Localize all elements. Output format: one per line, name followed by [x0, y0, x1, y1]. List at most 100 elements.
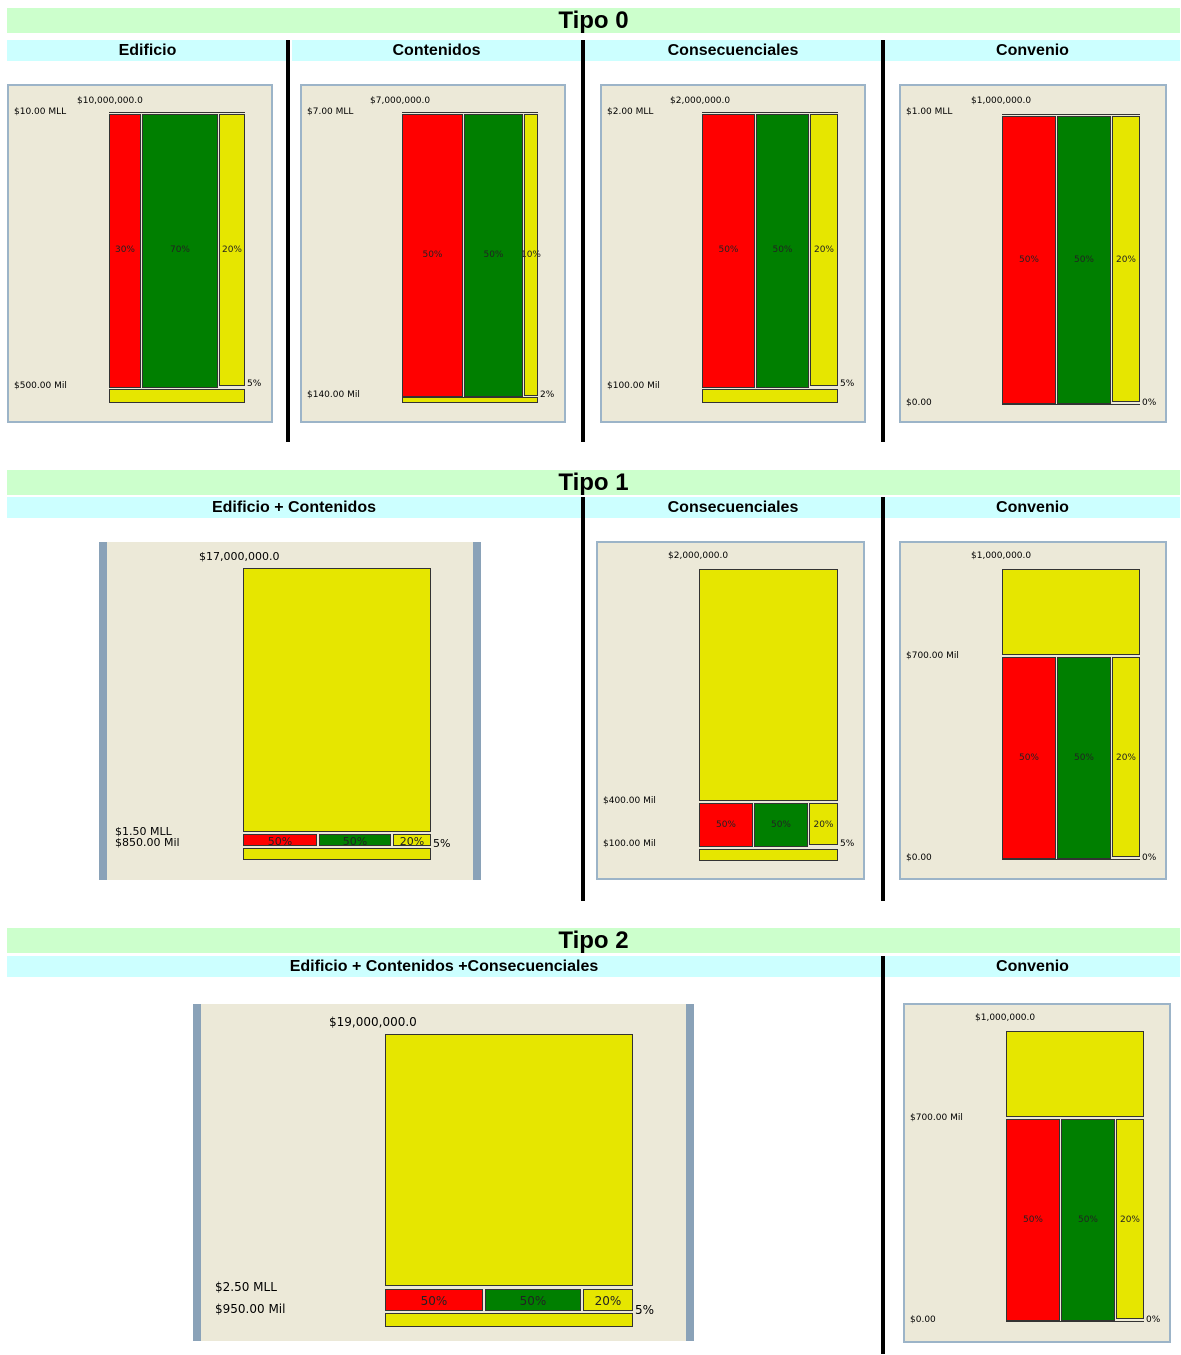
- red-bar: 50%: [1002, 657, 1056, 859]
- red-bar: 50%: [243, 834, 317, 846]
- yellow-bar: 20%: [809, 803, 838, 845]
- column-divider: [581, 40, 585, 442]
- limit-chart-contenidos: $7,000,000.0 $7.00 MLL $140.00 Mil 50% 5…: [300, 84, 566, 423]
- column-header-convenio: Convenio: [885, 40, 1180, 61]
- chart-min-label: $140.00 Mil: [307, 390, 360, 400]
- baseline: [1002, 404, 1140, 405]
- chart-mid-label: $700.00 Mil: [906, 651, 959, 661]
- yellow-bar-percent: 20%: [584, 1294, 632, 1308]
- deductible-bar: [402, 397, 538, 403]
- limit-chart-edificio: $10,000,000.0 $10.00 MLL $500.00 Mil 30%…: [7, 84, 273, 423]
- chart-mid-label: $400.00 Mil: [603, 796, 656, 806]
- chart-max-label: $7.00 MLL: [307, 107, 353, 117]
- red-bar-percent: 50%: [1003, 753, 1055, 763]
- yellow-bar: 20%: [583, 1289, 633, 1311]
- baseline: [1006, 1321, 1144, 1322]
- chart-top-label: $17,000,000.0: [199, 550, 279, 563]
- red-bar-percent: 50%: [244, 835, 316, 848]
- chart-min-label: $0.00: [906, 398, 932, 408]
- green-bar: 50%: [756, 114, 809, 388]
- deductible-bar: [699, 849, 838, 861]
- chart-max-label: $2.00 MLL: [607, 107, 653, 117]
- yellow-bar: 20%: [810, 114, 838, 386]
- red-bar: 50%: [402, 114, 463, 397]
- green-bar-percent: 50%: [755, 820, 807, 830]
- limit-chart-edificio-contenidos-consecuenciales: $19,000,000.0 $2.50 MLL $950.00 Mil 50% …: [193, 1004, 694, 1341]
- chart-top-label: $10,000,000.0: [77, 96, 143, 106]
- chart-top-label: $2,000,000.0: [670, 96, 730, 106]
- yellow-bar-percent: 20%: [811, 245, 837, 255]
- green-bar: 50%: [485, 1289, 581, 1311]
- column-header-edificio: Edificio: [7, 40, 288, 61]
- limit-chart-convenio: $1,000,000.0 $1.00 MLL $0.00 50% 50% 20%…: [899, 84, 1167, 423]
- green-bar: 50%: [464, 114, 523, 397]
- chart-top-label: $1,000,000.0: [971, 551, 1031, 561]
- chart-min-label: $100.00 Mil: [607, 381, 660, 391]
- green-bar-percent: 70%: [143, 245, 217, 255]
- deductible-percent: 5%: [433, 837, 450, 850]
- red-bar: 50%: [1006, 1119, 1060, 1321]
- red-bar-percent: 50%: [700, 820, 752, 830]
- red-bar-percent: 50%: [386, 1294, 482, 1308]
- yellow-bar-percent: 20%: [810, 820, 837, 830]
- green-bar-percent: 50%: [1058, 255, 1110, 265]
- yellow-excess-block: [699, 569, 838, 801]
- limit-chart-consecuenciales: $2,000,000.0 $2.00 MLL $100.00 Mil 50% 5…: [600, 84, 866, 423]
- chart-top-label: $1,000,000.0: [975, 1013, 1035, 1023]
- chart-min-label: $500.00 Mil: [14, 381, 67, 391]
- yellow-bar-percent: 20%: [220, 245, 244, 255]
- chart-min-label: $100.00 Mil: [603, 839, 656, 849]
- red-bar: 30%: [109, 114, 141, 388]
- yellow-bar-percent: 20%: [1117, 1215, 1143, 1225]
- gridline: [109, 112, 245, 113]
- gridline: [402, 112, 538, 113]
- limit-chart-edificio-contenidos: $17,000,000.0 $1.50 MLL $850.00 Mil 50% …: [99, 542, 481, 880]
- red-bar-percent: 50%: [1007, 1215, 1059, 1225]
- green-bar: 50%: [319, 834, 391, 846]
- deductible-bar: [702, 389, 838, 403]
- green-bar: 50%: [1061, 1119, 1115, 1321]
- yellow-bar: 20%: [1116, 1119, 1144, 1319]
- green-bar-percent: 50%: [1062, 1215, 1114, 1225]
- green-bar-percent: 50%: [320, 835, 390, 848]
- limit-chart-consecuenciales: $2,000,000.0 $400.00 Mil 50% 50% 20% $10…: [596, 541, 865, 880]
- section-title-tipo-2: Tipo 2: [7, 928, 1180, 953]
- yellow-excess-block: [1002, 569, 1140, 655]
- green-bar-percent: 50%: [465, 250, 522, 260]
- chart-mid-label: $700.00 Mil: [910, 1113, 963, 1123]
- limit-chart-convenio: $1,000,000.0 $700.00 Mil 50% 50% 20% $0.…: [903, 1003, 1171, 1343]
- column-header-convenio: Convenio: [885, 497, 1180, 518]
- deductible-percent: 2%: [540, 390, 554, 400]
- column-divider: [286, 40, 290, 442]
- yellow-bar-percent: 10%: [519, 250, 543, 260]
- red-bar: 50%: [699, 803, 753, 847]
- deductible-bar: [243, 848, 431, 860]
- column-divider: [881, 956, 885, 1354]
- column-divider: [881, 40, 885, 442]
- chart-max-label: $1.00 MLL: [906, 107, 952, 117]
- deductible-percent: 0%: [1142, 853, 1156, 863]
- red-bar: 50%: [1002, 116, 1056, 404]
- column-divider: [881, 497, 885, 901]
- yellow-bar: 20%: [393, 834, 431, 846]
- yellow-bar-percent: 20%: [1113, 255, 1139, 265]
- chart-top-label: $2,000,000.0: [668, 551, 728, 561]
- deductible-percent: 5%: [247, 379, 261, 389]
- yellow-bar: 20%: [1112, 116, 1140, 402]
- column-header-edificio-contenidos: Edificio + Contenidos: [7, 497, 581, 518]
- deductible-percent: 5%: [635, 1303, 654, 1317]
- yellow-excess-block: [243, 568, 431, 832]
- deductible-percent: 5%: [840, 379, 854, 389]
- column-header-contenidos: Contenidos: [292, 40, 581, 61]
- chart-top-label: $19,000,000.0: [329, 1015, 417, 1029]
- chart-top-label: $1,000,000.0: [971, 96, 1031, 106]
- yellow-bar: 20%: [1112, 657, 1140, 857]
- chart-max-label: $10.00 MLL: [14, 107, 66, 117]
- section-title-tipo-0: Tipo 0: [7, 8, 1180, 33]
- deductible-percent: 0%: [1146, 1315, 1160, 1325]
- green-bar: 50%: [1057, 116, 1111, 404]
- red-bar-percent: 50%: [703, 245, 754, 255]
- column-header-consecuenciales: Consecuenciales: [585, 40, 881, 61]
- column-header-convenio: Convenio: [885, 956, 1180, 977]
- limit-chart-convenio: $1,000,000.0 $700.00 Mil 50% 50% 20% $0.…: [899, 541, 1167, 880]
